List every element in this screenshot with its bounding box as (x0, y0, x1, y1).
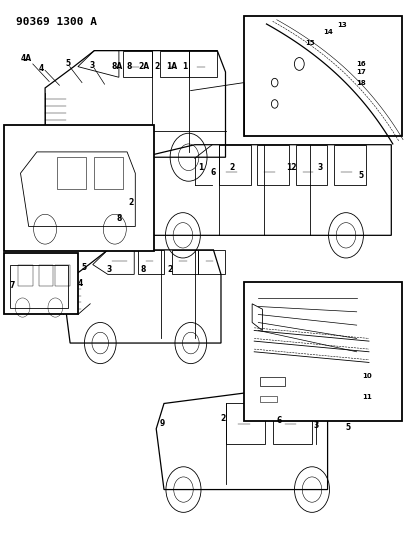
Text: 5: 5 (357, 172, 362, 180)
Text: 4: 4 (77, 279, 82, 288)
Text: 14: 14 (322, 29, 332, 35)
Text: 8: 8 (140, 265, 146, 273)
Text: 3: 3 (312, 421, 317, 430)
Text: 5: 5 (81, 263, 86, 272)
Text: 2: 2 (229, 164, 234, 172)
Text: 16: 16 (355, 61, 365, 67)
Bar (260, 377, 284, 386)
Text: 2: 2 (128, 198, 133, 207)
FancyBboxPatch shape (4, 125, 153, 251)
Text: 2: 2 (220, 414, 225, 423)
Text: 8A: 8A (111, 62, 122, 70)
Text: 3: 3 (317, 164, 321, 172)
Text: 3: 3 (90, 61, 94, 69)
Text: 2: 2 (154, 62, 159, 70)
Text: 7: 7 (9, 281, 15, 289)
Text: 2: 2 (167, 265, 172, 273)
Text: 90369 1300 A: 90369 1300 A (16, 17, 97, 27)
Text: 12: 12 (285, 164, 296, 172)
FancyBboxPatch shape (243, 282, 401, 421)
Text: 1: 1 (182, 62, 187, 70)
Text: 3: 3 (106, 265, 111, 273)
Text: 5: 5 (345, 423, 350, 432)
Text: 11: 11 (361, 394, 371, 400)
Text: 6: 6 (276, 416, 281, 424)
FancyBboxPatch shape (4, 253, 78, 314)
Text: 5: 5 (65, 60, 70, 68)
Text: 8: 8 (126, 62, 132, 70)
Bar (260, 396, 276, 402)
Text: 9: 9 (159, 419, 164, 428)
Text: 10: 10 (361, 373, 371, 379)
Text: 6: 6 (210, 168, 215, 177)
Text: 1: 1 (198, 164, 203, 172)
Text: 1A: 1A (166, 62, 178, 70)
Text: 2A: 2A (137, 62, 149, 70)
Text: 4A: 4A (21, 54, 32, 63)
Text: 8: 8 (116, 214, 121, 223)
Text: 18: 18 (355, 79, 365, 86)
Text: 17: 17 (355, 69, 365, 75)
Text: 4: 4 (38, 64, 43, 72)
Text: 15: 15 (304, 39, 314, 46)
FancyBboxPatch shape (243, 16, 401, 136)
Text: 13: 13 (337, 22, 346, 28)
